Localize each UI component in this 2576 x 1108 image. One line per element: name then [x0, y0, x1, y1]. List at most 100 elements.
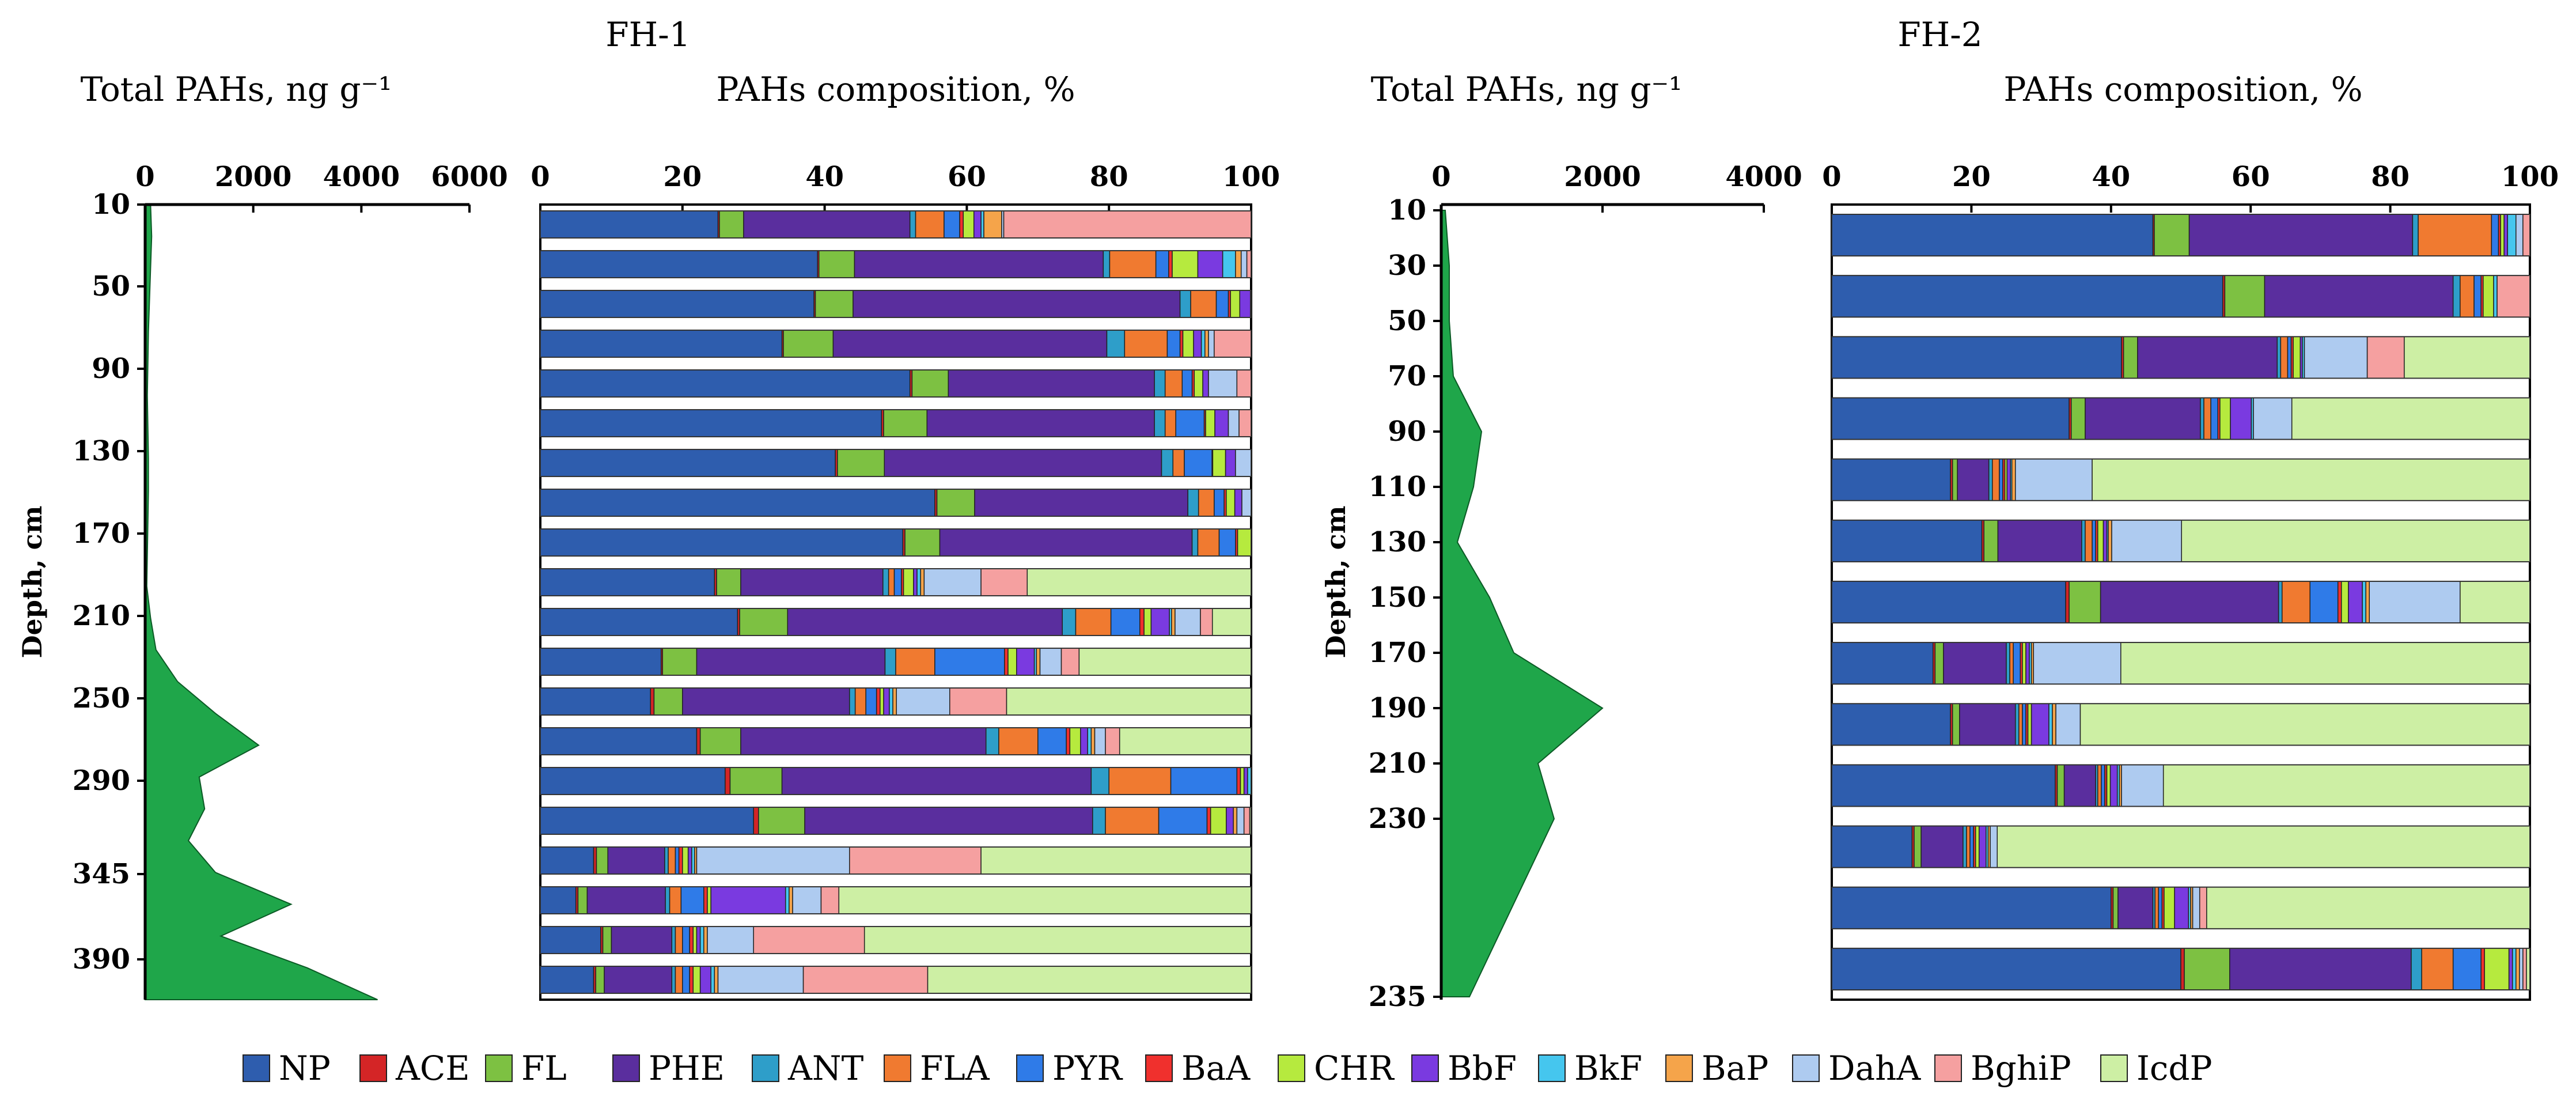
fh1-comp-segment-CHR — [692, 966, 701, 994]
legend-swatch-NP — [243, 1054, 270, 1082]
fh1-comp-segment-BaP — [1235, 250, 1242, 278]
fh2-comp-segment-CHR — [2484, 948, 2510, 990]
fh1-comp-segment-NP — [540, 926, 601, 954]
fh1-comp-segment-CHR — [963, 210, 975, 239]
fh1-comp-xtick-label: 20 — [663, 161, 702, 193]
fh2-comp-bar-outline — [1831, 642, 2530, 685]
fh2-comp-segment-PYR — [2013, 642, 2021, 685]
fh1-comp-frame — [539, 203, 1252, 1001]
fh1-comp-bar-row-2 — [540, 250, 1252, 278]
fh1-comp-bar-outline — [540, 210, 1252, 239]
fh1-comp-segment-NP — [540, 687, 651, 716]
fh1-comp-segment-PYR — [680, 886, 704, 914]
fh1-comp-segment-FLA — [1108, 767, 1172, 795]
fh1-comp-segment-PHE — [948, 369, 1155, 398]
fh2-comp-segment-DahA — [2121, 764, 2164, 807]
fh2-comp-segment-BbF — [2103, 520, 2108, 562]
fh2-comp-segment-PHE — [2085, 397, 2201, 440]
fh2-comp-segment-FL — [1952, 458, 1958, 501]
fh1-comp-segment-CHR — [880, 687, 884, 716]
fh1-comp-segment-BbF — [1243, 767, 1248, 795]
fh1-comp-segment-CHR — [903, 568, 914, 596]
fh2-comp-segment-PYR — [2092, 520, 2096, 562]
fh2-comp-segment-BaP — [2108, 520, 2112, 562]
fh1-comp-segment-PYR — [1175, 409, 1205, 437]
fh2-comp-bar-outline — [1831, 458, 2530, 501]
fh1-comp-segment-FL — [596, 846, 608, 875]
fh2-comp-bar-outline — [1831, 703, 2530, 746]
fh1-comp-bar-row-6 — [540, 409, 1252, 437]
fh1-comp-segment-PHE — [832, 330, 1108, 358]
fh1-comp-segment-BaA — [959, 210, 964, 239]
fh1-comp-segment-FLA — [895, 648, 935, 676]
fh1-comp-segment-BghiP — [802, 966, 929, 994]
fh2-comp-segment-FL — [2070, 397, 2086, 440]
legend-swatch-BghiP — [1934, 1054, 1962, 1082]
fh1-comp-segment-ANT — [1092, 807, 1106, 835]
fh2-total-ytick-label: 210 — [1369, 747, 1426, 780]
fh1-comp-segment-NP — [540, 210, 719, 239]
fh1-comp-segment-BkF — [1200, 330, 1206, 358]
fh1-comp-segment-FLA — [669, 886, 682, 914]
fh2-comp-bar-outline — [1831, 275, 2530, 318]
fh2-comp-segment-ANT — [2200, 397, 2204, 440]
fh1-comp-segment-FL — [911, 369, 949, 398]
fh1-comp-segment-PHE — [696, 648, 886, 676]
fh2-comp-segment-ANT — [2412, 214, 2419, 256]
fh1-comp-segment-ANT — [1161, 449, 1174, 477]
fh1-comp-segment-BbF — [913, 568, 918, 596]
fh2-comp-segment-BaP — [2052, 703, 2056, 746]
fh1-comp-segment-ANT — [849, 687, 856, 716]
fh1-comp-bar-outline — [540, 926, 1252, 954]
fh1-total-pahs-plot: 0 2000 4000 6000 10 50 90 130 170 210 250 290 345 390 — [73, 161, 508, 1000]
fh1-comp-bar-outline — [540, 767, 1252, 795]
fh1-comp-segment-DahA — [792, 886, 822, 914]
fh2-comp-segment-BbF — [2503, 214, 2508, 256]
fh1-total-xtick-label: 2000 — [215, 161, 292, 193]
fh1-composition-plot: 0 20 40 60 80 100 — [531, 161, 1280, 1001]
fh1-comp-segment-PHE — [854, 250, 1104, 278]
fh1-comp-segment-PYR — [1110, 608, 1141, 636]
fh1-comp-segment-FLA — [1190, 290, 1217, 318]
fh2-comp-segment-BghiP — [2366, 336, 2405, 379]
fh1-comp-bar-outline — [540, 409, 1252, 437]
fh1-comp-segment-BkF — [916, 568, 921, 596]
fh1-comp-segment-BaP — [1233, 807, 1238, 835]
fh1-comp-segment-DahA — [1228, 409, 1240, 437]
legend-label-ACE: ACE — [395, 1049, 470, 1088]
fh2-comp-bar-row-3 — [1831, 336, 2530, 379]
fh2-total-ytick-label: 70 — [1388, 360, 1426, 392]
fh2-comp-segment-CHR — [2022, 642, 2026, 685]
fh2-depth-axis-label: Depth, cm — [1320, 506, 1351, 659]
fh1-comp-segment-IcdP — [1006, 687, 1252, 716]
fh2-comp-segment-DahA — [2111, 520, 2182, 562]
fh1-comp-segment-DahA — [707, 926, 754, 954]
fh1-comp-segment-FLA — [1105, 807, 1160, 835]
fh1-comp-segment-DahA — [1039, 648, 1062, 676]
fh1-comp-segment-BghiP — [949, 687, 1007, 716]
fh2-comp-bar-outline — [1831, 213, 2530, 257]
fh2-comp-segment-PYR — [2309, 581, 2339, 623]
fh1-comp-segment-DahA — [1094, 727, 1106, 755]
fh1-comp-bar-outline — [540, 966, 1252, 994]
fh1-comp-segment-NP — [540, 846, 594, 875]
fh2-comp-segment-FLA — [2097, 764, 2102, 807]
fh2-comp-segment-ANT — [2452, 275, 2461, 318]
fh2-comp-segment-FL — [1952, 703, 1960, 746]
fh2-comp-segment-PHE — [2100, 581, 2279, 623]
fh1-comp-segment-PYR — [682, 926, 690, 954]
fh1-comp-segment-CHR — [1226, 489, 1236, 517]
fh1-total-ytick-label: 170 — [73, 517, 130, 550]
fh1-comp-bar-outline — [540, 846, 1252, 875]
fh2-comp-segment-FL — [1983, 520, 1999, 562]
fh1-comp-xtick-label: 60 — [948, 161, 986, 193]
fh2-comp-segment-FL — [2154, 214, 2190, 256]
fh1-comp-segment-NP — [540, 767, 726, 795]
fh1-site-label: FH-1 — [605, 15, 690, 54]
fh1-comp-segment-FLA — [998, 727, 1039, 755]
fh1-comp-bar-outline — [540, 886, 1252, 914]
fh1-comp-segment-FL — [653, 687, 683, 716]
fh1-comp-segment-DahA — [1240, 250, 1248, 278]
fh1-comp-segment-FLA — [888, 568, 895, 596]
